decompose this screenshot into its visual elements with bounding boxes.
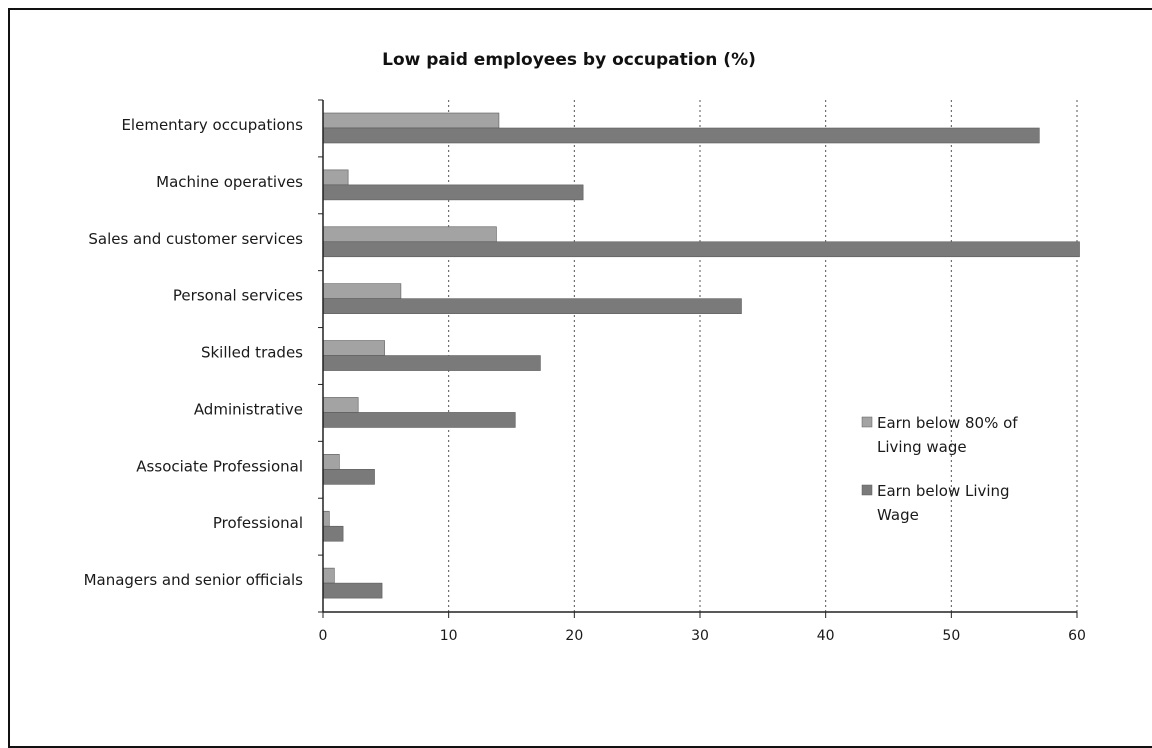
x-tick-label: 60: [1068, 628, 1086, 644]
bar: [322, 112, 500, 129]
x-tick-label: 10: [440, 628, 458, 644]
bar: [322, 184, 584, 201]
legend-swatch: [861, 416, 873, 428]
axes: [318, 99, 1078, 618]
chart-title: Low paid employees by occupation (%): [382, 50, 756, 70]
bar: [322, 340, 385, 356]
category-label: Personal services: [173, 287, 303, 305]
bar: [322, 469, 375, 485]
bar: [322, 355, 541, 371]
category-labels: Elementary occupations Machine operatives…: [84, 116, 304, 589]
bar: [322, 510, 330, 527]
category-label: Managers and senior officials: [84, 571, 304, 589]
x-tick-label: 50: [942, 628, 960, 644]
bar: [322, 241, 1080, 258]
category-label: Sales and customer services: [88, 230, 303, 248]
category-label: Skilled trades: [201, 344, 303, 362]
legend: Earn below 80% of Living wage Earn below L…: [861, 414, 1018, 524]
bar: [322, 582, 383, 599]
bar: [322, 283, 402, 299]
legend-label: Earn below Living: [877, 482, 1010, 500]
bar: [322, 567, 335, 584]
x-tick-label: 20: [565, 628, 583, 644]
category-label: Elementary occupations: [121, 116, 303, 134]
bar: [322, 226, 497, 243]
bar: [322, 298, 742, 314]
x-tick-labels: 0 10 20 30 40 50 60: [319, 628, 1086, 644]
x-tick-label: 0: [319, 628, 328, 644]
bar: [322, 397, 359, 413]
category-label: Machine operatives: [156, 173, 303, 191]
bar: [322, 127, 1040, 144]
legend-label: Living wage: [877, 438, 967, 456]
category-label: Associate Professional: [136, 457, 303, 475]
bar: [322, 525, 344, 542]
grid: [448, 100, 1078, 612]
category-label: Professional: [213, 514, 303, 532]
x-tick-label: 40: [817, 628, 835, 644]
bar: [322, 454, 340, 470]
bar: [322, 169, 349, 186]
legend-label: Earn below 80% of: [877, 414, 1018, 432]
category-label: Administrative: [194, 400, 303, 418]
legend-swatch: [861, 484, 873, 496]
bars: [322, 112, 1080, 599]
legend-label: Wage: [877, 506, 919, 524]
bar: [322, 412, 516, 428]
x-tick-label: 30: [691, 628, 709, 644]
